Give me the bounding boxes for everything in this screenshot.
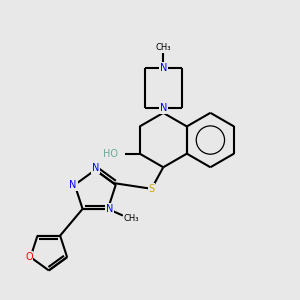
- Text: CH₃: CH₃: [123, 214, 139, 224]
- Text: O: O: [25, 252, 33, 262]
- Text: CH₃: CH₃: [155, 43, 171, 52]
- Text: N: N: [69, 180, 77, 190]
- Text: N: N: [160, 103, 167, 113]
- Text: N: N: [160, 63, 167, 73]
- Text: S: S: [148, 184, 155, 194]
- Text: N: N: [92, 163, 99, 173]
- Text: HO: HO: [103, 148, 118, 159]
- Text: N: N: [106, 204, 113, 214]
